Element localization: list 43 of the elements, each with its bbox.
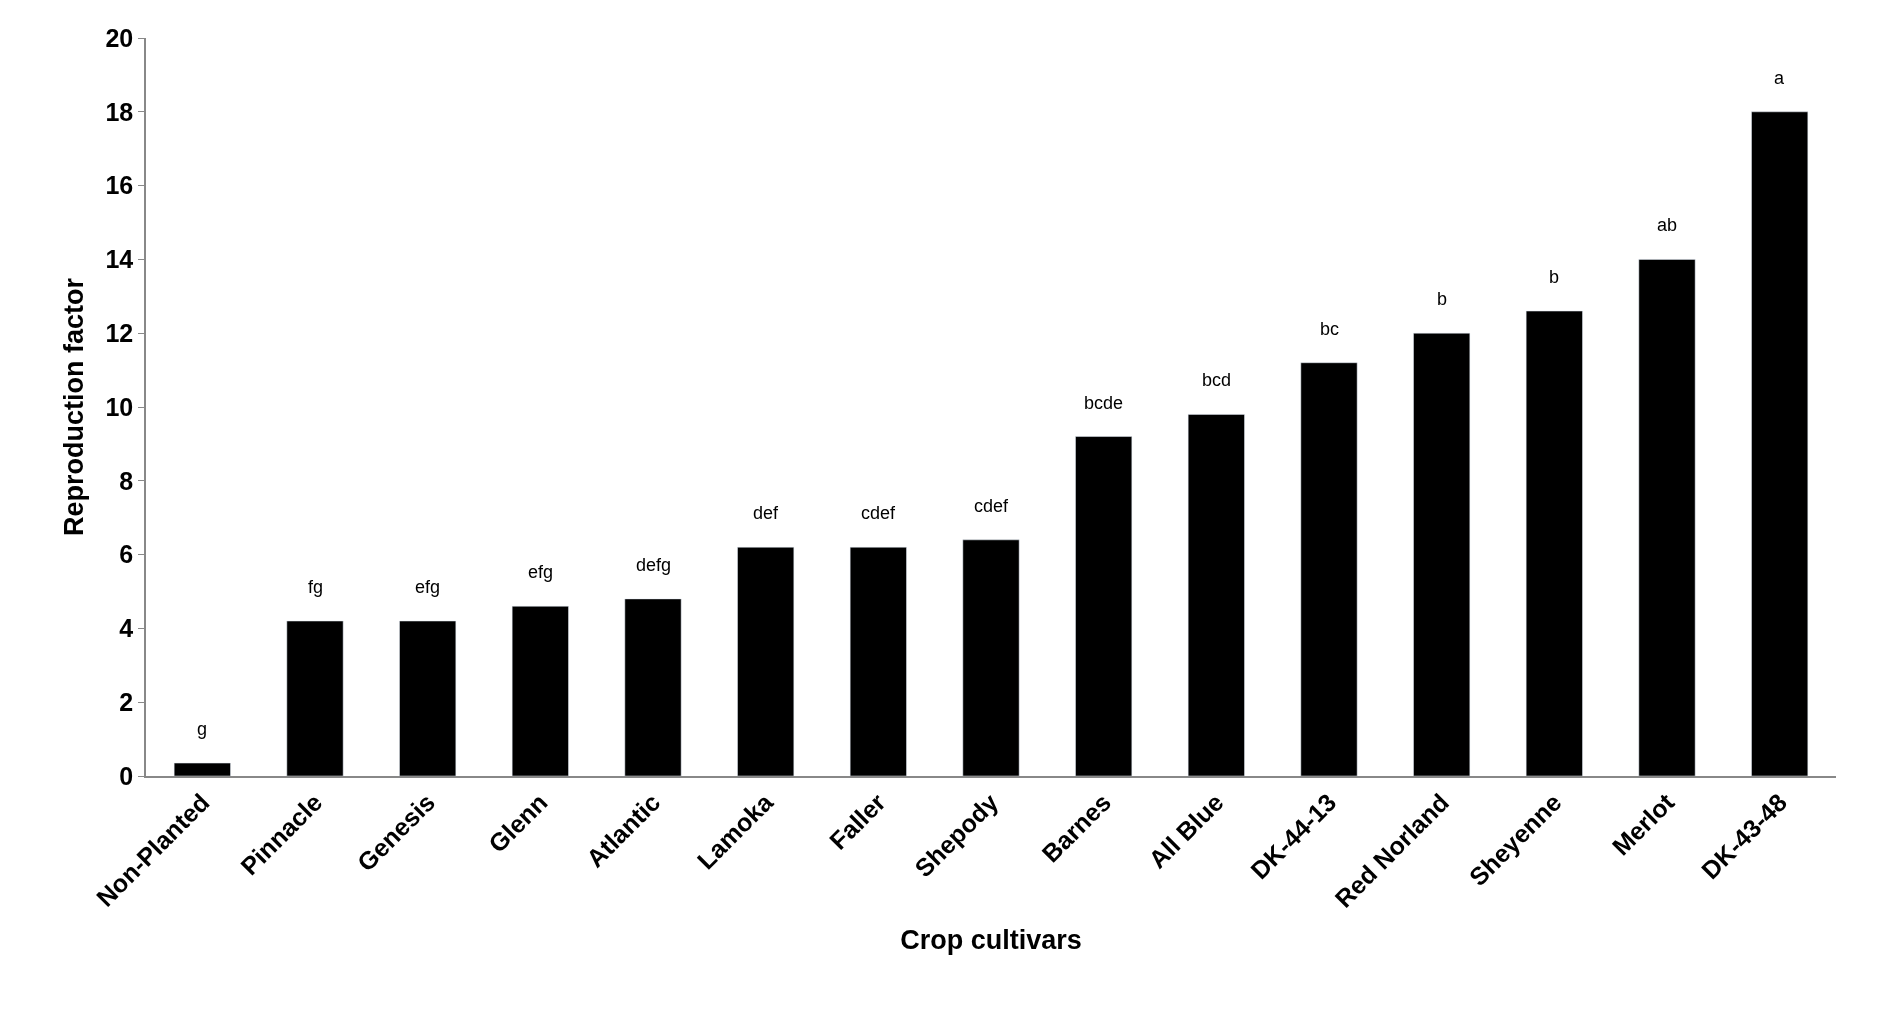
bar: [737, 546, 795, 776]
y-tick-label: 8: [119, 466, 134, 495]
y-tick-label: 12: [105, 318, 134, 347]
annotation: bcde: [1084, 393, 1124, 413]
bar: [1075, 436, 1133, 776]
bar: [1300, 362, 1358, 776]
bar: [399, 620, 457, 776]
bar: [849, 546, 907, 776]
y-tick-label: 0: [119, 761, 134, 790]
bar: [1187, 414, 1245, 776]
bar: [962, 539, 1020, 776]
annotation: b: [1549, 267, 1560, 287]
y-tick-label: 14: [105, 245, 134, 274]
bar: [173, 762, 231, 776]
bar: [1413, 332, 1471, 776]
y-axis-title: Reproduction factor: [58, 277, 89, 537]
bar: [1751, 111, 1809, 776]
y-tick-label: 16: [105, 171, 134, 200]
annotation: ab: [1657, 215, 1678, 235]
annotation: cdef: [974, 496, 1010, 516]
x-axis-title: Crop cultivars: [900, 924, 1082, 955]
y-tick-label: 6: [119, 540, 134, 569]
y-tick-label: 4: [119, 614, 134, 643]
y-tick-label: 20: [105, 23, 134, 52]
annotation: efg: [415, 577, 441, 597]
annotation: a: [1774, 68, 1785, 88]
annotation: g: [197, 719, 208, 739]
bar: [1638, 259, 1696, 776]
y-tick-label: 18: [105, 97, 134, 126]
bar: [1525, 310, 1583, 776]
bar: [511, 606, 569, 776]
y-tick-label: 10: [105, 392, 134, 421]
y-tick-label: 2: [119, 687, 134, 716]
annotation: defg: [636, 555, 672, 575]
annotation: efg: [528, 562, 554, 582]
annotation: cdef: [861, 503, 897, 523]
annotation: b: [1437, 289, 1448, 309]
annotation: bcd: [1202, 370, 1232, 390]
bar: [286, 620, 344, 776]
bar: [624, 598, 682, 776]
annotation: def: [753, 503, 780, 523]
annotation: fg: [308, 577, 324, 597]
annotation: bc: [1320, 319, 1340, 339]
